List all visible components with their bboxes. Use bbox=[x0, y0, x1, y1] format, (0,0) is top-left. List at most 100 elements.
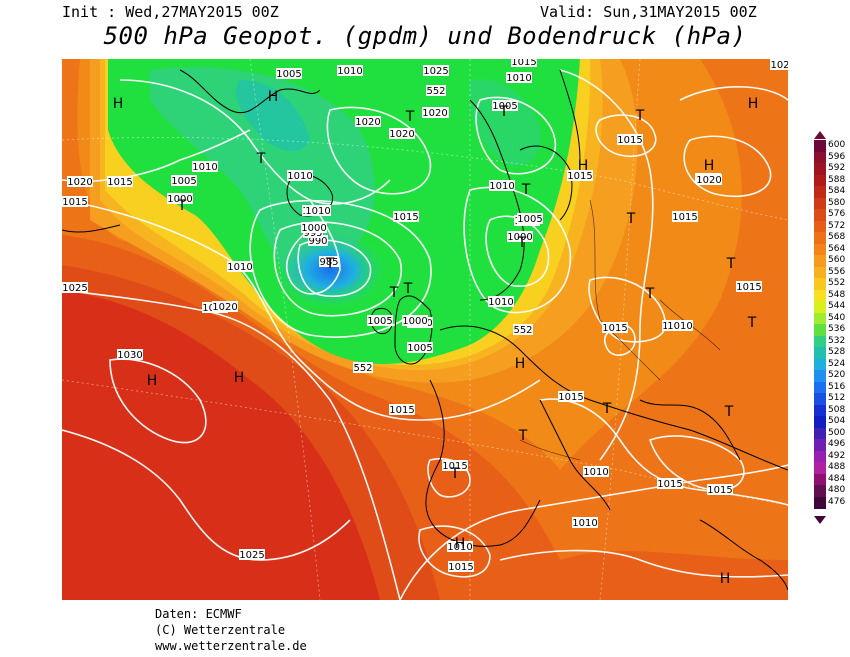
pressure-label: 1005 bbox=[171, 176, 196, 187]
legend-swatch bbox=[814, 324, 826, 336]
pressure-label-bg bbox=[422, 107, 448, 118]
low-pressure-marker: T bbox=[518, 428, 528, 444]
pressure-label-bg bbox=[337, 65, 363, 76]
legend-bottom-arrow bbox=[814, 516, 826, 524]
pressure-label: 1010 bbox=[506, 73, 531, 84]
weather-map: 1005 1010 1025 1015 1020 1010 1020 552 1020 1020 1… bbox=[62, 59, 788, 600]
pressure-label: 1015 bbox=[448, 562, 473, 573]
pressure-label: 1000 bbox=[167, 194, 192, 205]
pressure-label: 995 bbox=[303, 228, 322, 239]
legend-label: 540 bbox=[828, 312, 846, 323]
low-pressure-marker: T bbox=[517, 235, 527, 251]
pressure-label-bg bbox=[402, 315, 428, 326]
legend-swatch bbox=[814, 220, 826, 233]
pressure-label-bg bbox=[507, 231, 533, 242]
pressure-label: 102 bbox=[770, 60, 788, 71]
pressure-label: 1010 bbox=[583, 467, 608, 478]
pressure-label-bg bbox=[567, 170, 593, 181]
pressure-label: 1030 bbox=[117, 350, 142, 361]
legend-top-arrow bbox=[814, 131, 826, 139]
legend-label: 484 bbox=[828, 473, 846, 484]
pressure-label-bg bbox=[171, 175, 197, 186]
trough-528-north bbox=[235, 80, 310, 151]
high-pressure-marker: H bbox=[720, 571, 731, 587]
legend-label: 480 bbox=[828, 485, 846, 495]
pressure-label: 552 bbox=[513, 325, 532, 336]
legend-swatch bbox=[814, 174, 826, 187]
pressure-label-bg bbox=[117, 349, 143, 360]
pressure-label: 1005 bbox=[367, 316, 392, 327]
pressure-label-bg bbox=[558, 391, 584, 402]
pressure-label: 1020 bbox=[422, 108, 447, 119]
legend-label: 560 bbox=[828, 255, 846, 265]
low-pressure-marker: T bbox=[626, 211, 636, 227]
pressure-label-bg bbox=[672, 211, 698, 222]
low-pressure-marker: T bbox=[726, 256, 736, 272]
pressure-label-bg bbox=[407, 342, 433, 353]
legend-label: 528 bbox=[828, 347, 846, 357]
low-pressure-marker: T bbox=[724, 404, 734, 420]
legend-label: 576 bbox=[828, 209, 846, 219]
legend-swatch bbox=[814, 370, 826, 382]
legend-swatch bbox=[814, 140, 826, 152]
legend-label: 572 bbox=[828, 220, 846, 231]
legend-swatch bbox=[814, 163, 826, 175]
pressure-label-bg bbox=[707, 484, 733, 495]
pressure-label: 1015 bbox=[107, 177, 132, 188]
pressure-label: 1010 bbox=[447, 542, 472, 553]
pressure-label: 552 bbox=[426, 86, 445, 97]
pressure-label: 1010 bbox=[287, 171, 312, 182]
pressure-label-bg bbox=[602, 322, 628, 333]
low-pressure-marker: T bbox=[403, 281, 413, 297]
trough-540-north bbox=[469, 79, 541, 166]
pressure-label: 1015 bbox=[567, 171, 592, 182]
map-svg: 1005 1010 1025 1015 1020 1010 1020 552 1020 1020 1… bbox=[62, 59, 788, 600]
pressure-label: 990 bbox=[308, 236, 327, 247]
pressure-label-bg bbox=[488, 296, 514, 307]
pressure-label-bg bbox=[389, 404, 415, 415]
legend-swatch bbox=[814, 439, 826, 451]
pressure-label-bg bbox=[167, 193, 193, 204]
pressure-label: 1020 bbox=[696, 175, 721, 186]
pressure-label: 1010 bbox=[572, 518, 597, 529]
pressure-label-bg bbox=[305, 205, 331, 216]
pressure-label: 1005 bbox=[407, 343, 432, 354]
legend-swatch bbox=[814, 243, 826, 256]
pressure-label: 1015 bbox=[442, 461, 467, 472]
legend-label: 544 bbox=[828, 301, 846, 311]
legend-swatch bbox=[814, 197, 826, 210]
low-pressure-marker: T bbox=[325, 256, 335, 272]
pressure-label: 1010 bbox=[489, 181, 514, 192]
pressure-label-bg bbox=[513, 324, 533, 335]
pressure-label-bg bbox=[107, 176, 133, 187]
pressure-label-bg bbox=[667, 320, 693, 331]
pressure-label: 1015 bbox=[707, 485, 732, 496]
legend-label: 600 bbox=[828, 140, 846, 150]
pressure-label: 1000 bbox=[507, 232, 532, 243]
isobars bbox=[62, 69, 788, 600]
legend-label: 568 bbox=[828, 232, 846, 242]
legend-label: 512 bbox=[828, 393, 846, 403]
credit-copyright: (C) Wetterzentrale bbox=[155, 623, 286, 637]
pressure-label-bg bbox=[583, 466, 609, 477]
legend-swatch bbox=[814, 335, 826, 348]
pressure-label-bg bbox=[353, 362, 373, 373]
pressure-label-bg bbox=[426, 85, 446, 96]
init-time: Init : Wed,27MAY2015 00Z bbox=[62, 3, 279, 21]
low-pressure-marker: T bbox=[521, 182, 531, 198]
pressure-label-bg bbox=[572, 517, 598, 528]
legend-swatch bbox=[814, 232, 826, 244]
pressure-label-bg bbox=[511, 59, 537, 67]
pressure-label-bg bbox=[696, 174, 722, 185]
legend-swatch bbox=[814, 266, 826, 279]
legend-label: 588 bbox=[828, 174, 846, 185]
low-pressure-marker: T bbox=[499, 104, 509, 120]
legend-label: 520 bbox=[828, 370, 846, 380]
pressure-label-bg bbox=[62, 196, 88, 207]
high-pressure-marker: H bbox=[113, 96, 124, 112]
pressure-label-bg bbox=[308, 235, 328, 246]
pressure-label: 1015 bbox=[602, 323, 627, 334]
low-pressure-marker: T bbox=[602, 401, 612, 417]
pressure-label: 1015 bbox=[62, 197, 87, 208]
legend-label: 596 bbox=[828, 151, 846, 162]
